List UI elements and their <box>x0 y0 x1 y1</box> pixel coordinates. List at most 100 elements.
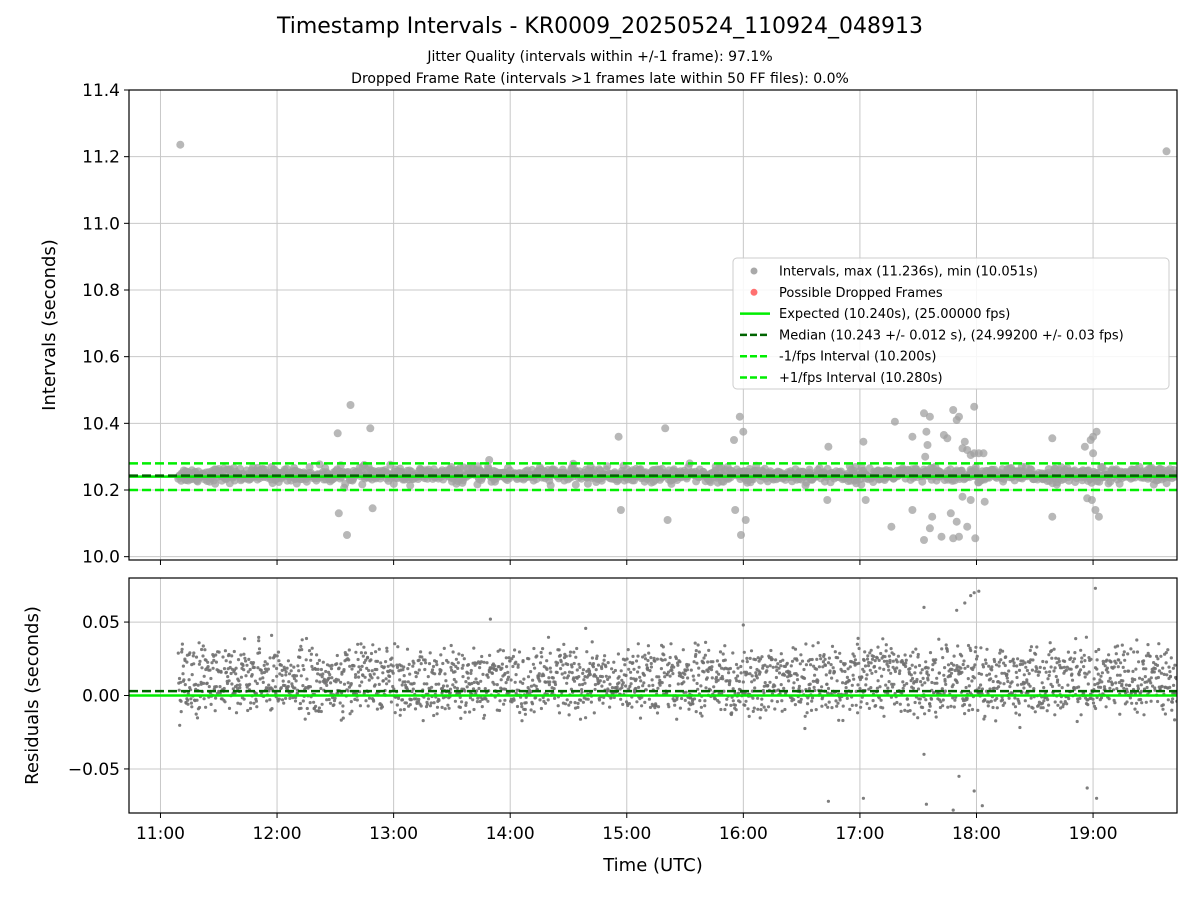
residuals-point <box>248 667 252 672</box>
residuals-point <box>1108 686 1112 690</box>
residuals-point <box>417 658 421 662</box>
residuals-point <box>559 660 563 664</box>
residuals-point <box>445 684 449 688</box>
residuals-y-tick-label: 0.05 <box>82 613 120 633</box>
residuals-point <box>403 680 407 684</box>
residuals-point <box>904 658 908 662</box>
residuals-point <box>702 656 706 660</box>
residuals-point <box>928 704 932 708</box>
residuals-point <box>386 664 390 668</box>
residuals-point <box>192 662 196 666</box>
residuals-point <box>572 650 576 654</box>
residuals-point <box>370 676 374 680</box>
residuals-point <box>655 711 660 715</box>
residuals-point <box>452 677 456 682</box>
residuals-point <box>474 677 478 681</box>
residuals-point <box>902 683 906 688</box>
residuals-point <box>503 671 507 676</box>
residuals-point <box>499 678 503 682</box>
residuals-point <box>178 723 182 727</box>
residuals-point <box>718 664 722 668</box>
residuals-point <box>604 665 608 669</box>
residuals-point <box>703 704 707 708</box>
residuals-point <box>1163 712 1167 716</box>
residuals-point <box>362 645 366 649</box>
residuals-point <box>663 675 667 679</box>
residuals-point <box>686 676 690 680</box>
residuals-point <box>748 672 752 676</box>
residuals-point <box>594 674 598 678</box>
residuals-point <box>781 658 785 662</box>
residuals-point <box>631 654 635 659</box>
residuals-point <box>828 669 832 673</box>
residuals-point <box>619 669 623 673</box>
residuals-point <box>906 703 910 707</box>
residuals-point <box>1105 666 1109 670</box>
intervals-outlier-point <box>176 140 185 149</box>
residuals-point <box>621 702 625 707</box>
residuals-point <box>609 696 613 700</box>
residuals-point <box>940 647 944 651</box>
residuals-point <box>287 672 292 676</box>
residuals-point <box>698 711 703 715</box>
residuals-point <box>1105 658 1109 662</box>
residuals-point <box>497 665 501 669</box>
residuals-point <box>461 663 465 668</box>
residuals-point <box>1054 656 1058 660</box>
residuals-point <box>779 664 783 668</box>
residuals-point <box>179 680 183 684</box>
residuals-point <box>288 696 292 701</box>
residuals-point <box>911 650 915 654</box>
residuals-point <box>959 666 963 670</box>
residuals-point <box>1135 638 1139 642</box>
residuals-point <box>1011 657 1015 661</box>
residuals-point <box>341 704 345 708</box>
residuals-point <box>1173 718 1177 722</box>
residuals-point <box>766 705 771 709</box>
residuals-point <box>877 658 881 663</box>
residuals-point <box>405 647 410 651</box>
residuals-point <box>580 682 585 687</box>
residuals-point <box>1041 659 1045 664</box>
residuals-point <box>741 659 745 663</box>
intervals-outlier-point <box>859 437 868 446</box>
residuals-point <box>1060 686 1064 690</box>
residuals-point <box>795 673 799 677</box>
residuals-point <box>731 687 735 691</box>
residuals-point <box>632 667 636 671</box>
residuals-point <box>289 663 293 667</box>
intervals-outlier-point <box>922 427 931 436</box>
residuals-point <box>1095 667 1099 671</box>
residuals-x-ticks: 11:00 12:00 13:00 14:00 15:00 16:00 17:00 18:00… <box>136 813 1118 844</box>
residuals-point <box>488 653 492 658</box>
residuals-point <box>1139 683 1143 687</box>
residuals-point <box>283 684 287 688</box>
residuals-point <box>917 663 922 668</box>
residuals-point <box>315 653 319 657</box>
residuals-point <box>1112 665 1116 669</box>
residuals-point <box>1057 683 1061 687</box>
residuals-point <box>506 670 510 675</box>
residuals-point <box>1100 671 1104 675</box>
residuals-point <box>734 708 738 712</box>
residuals-point <box>699 684 703 688</box>
residuals-point <box>317 658 321 663</box>
residuals-point <box>897 671 902 676</box>
residuals-point <box>1004 655 1008 659</box>
residuals-point <box>673 703 677 707</box>
residuals-point <box>646 658 650 663</box>
residuals-point <box>307 649 312 653</box>
residuals-point <box>333 696 337 700</box>
residuals-point <box>1136 684 1140 688</box>
residuals-point <box>916 716 920 720</box>
residuals-point <box>1116 665 1120 669</box>
residuals-point <box>701 661 706 665</box>
residuals-point <box>723 707 727 712</box>
intervals-outlier-point <box>823 496 832 504</box>
residuals-point <box>1011 702 1016 706</box>
residuals-point <box>364 699 368 703</box>
residuals-point <box>799 700 803 704</box>
residuals-point <box>227 679 231 683</box>
residuals-point <box>304 686 308 690</box>
legend-marker <box>750 288 758 296</box>
